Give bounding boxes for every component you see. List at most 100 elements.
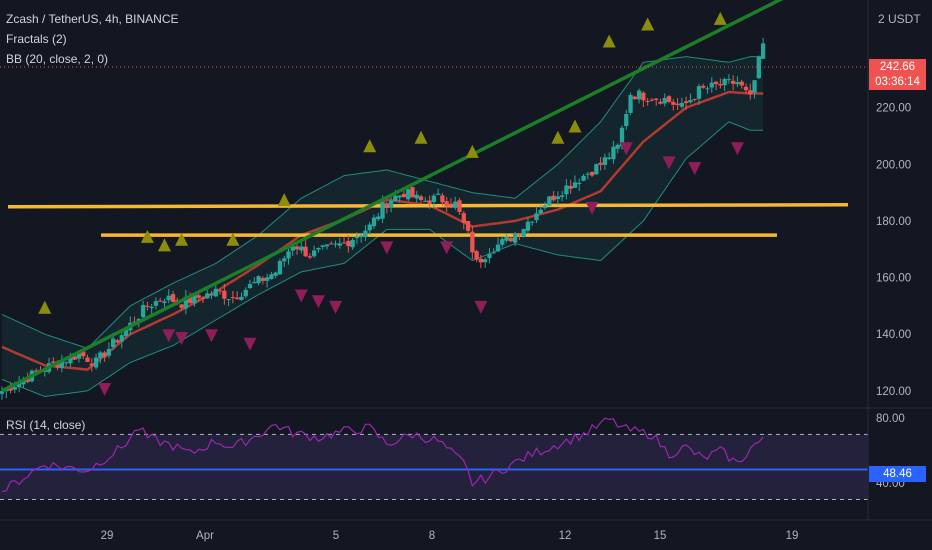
candle-body bbox=[89, 363, 94, 366]
candle-body bbox=[63, 362, 69, 364]
candle-body bbox=[256, 276, 261, 284]
currency-label[interactable]: 2 USDT bbox=[878, 12, 921, 26]
candle-body bbox=[286, 251, 291, 259]
candle-body bbox=[675, 103, 680, 106]
bar-countdown: 03:36:14 bbox=[875, 76, 920, 88]
candle-body bbox=[611, 146, 616, 160]
candle-body bbox=[487, 253, 492, 259]
candle-body bbox=[380, 202, 385, 219]
candle-body bbox=[81, 351, 86, 357]
candle-body bbox=[598, 162, 603, 165]
candle-body bbox=[474, 251, 479, 260]
candle-body bbox=[530, 221, 535, 223]
candle-body bbox=[483, 259, 488, 263]
candle-body bbox=[594, 164, 599, 175]
candle-body bbox=[748, 90, 753, 95]
fractal-down-marker bbox=[730, 142, 744, 156]
candle-body bbox=[534, 213, 539, 221]
candle-body bbox=[376, 216, 381, 220]
candle-body bbox=[316, 248, 321, 250]
time-tick-label: Apr bbox=[196, 530, 214, 542]
bb-legend[interactable]: BB (20, close, 2, 0) bbox=[6, 52, 109, 66]
fractal-up-marker bbox=[602, 34, 616, 48]
time-tick-label: 19 bbox=[786, 530, 799, 542]
candle-body bbox=[508, 237, 513, 242]
candle-body bbox=[440, 195, 445, 203]
candle-body bbox=[752, 80, 757, 93]
fractal-down-marker bbox=[688, 162, 702, 176]
price-tick-label: 180.00 bbox=[876, 216, 911, 228]
candle-body bbox=[179, 304, 184, 308]
fractal-up-marker bbox=[465, 144, 479, 158]
candle-body bbox=[555, 196, 561, 200]
symbol-legend[interactable]: Zcash / TetherUS, 4h, BINANCE bbox=[6, 12, 179, 26]
candle-body bbox=[581, 175, 586, 181]
rsi-legend[interactable]: RSI (14, close) bbox=[6, 418, 86, 432]
candle-body bbox=[93, 357, 99, 368]
candle-body bbox=[145, 305, 150, 307]
candle-body bbox=[453, 201, 458, 208]
candle-body bbox=[85, 357, 90, 362]
candle-body bbox=[333, 243, 338, 245]
candle-body bbox=[384, 203, 389, 207]
fractals-legend[interactable]: Fractals (2) bbox=[6, 32, 67, 46]
candle-body bbox=[701, 85, 706, 88]
fractal-up-marker bbox=[157, 238, 171, 252]
candle-body bbox=[393, 195, 398, 201]
candle-body bbox=[658, 101, 663, 104]
candle-body bbox=[205, 293, 210, 299]
candle-body bbox=[427, 200, 432, 204]
candle-body bbox=[654, 98, 659, 100]
fractal-down-marker bbox=[205, 329, 219, 343]
candle-body bbox=[187, 296, 193, 304]
candle-body bbox=[547, 196, 552, 206]
candle-body bbox=[465, 220, 471, 231]
rsi-line-layer bbox=[1, 417, 764, 493]
candle-body bbox=[59, 361, 65, 369]
candle-body bbox=[102, 352, 107, 358]
candle-body bbox=[559, 195, 565, 198]
horizontal-levels bbox=[7, 202, 849, 237]
candle-body bbox=[504, 236, 509, 241]
candle-body bbox=[290, 246, 295, 251]
fractal-up-marker bbox=[140, 229, 154, 243]
candle-body bbox=[209, 294, 214, 296]
candle-body bbox=[521, 229, 526, 237]
candle-body bbox=[183, 296, 189, 309]
fractal-down-marker bbox=[98, 383, 112, 397]
candle-body bbox=[76, 353, 82, 359]
candle-body bbox=[68, 355, 73, 364]
candle-body bbox=[162, 301, 167, 303]
candle-body bbox=[299, 246, 304, 251]
candle-body bbox=[247, 283, 253, 288]
candle-body bbox=[525, 221, 531, 231]
fractal-up-marker bbox=[363, 139, 377, 153]
rsi-tick-label: 80.00 bbox=[876, 413, 905, 425]
uptrend-line bbox=[1, 0, 784, 393]
candle-body bbox=[153, 301, 159, 306]
candle-body bbox=[16, 382, 22, 388]
bb-fill bbox=[2, 56, 764, 397]
candle-body bbox=[170, 294, 176, 302]
candle-body bbox=[461, 213, 466, 223]
axes: 220.00 200.00 180.00 160.00 140.00 120.00 80.0… bbox=[101, 103, 912, 542]
candle-body bbox=[743, 86, 749, 91]
fractal-up-marker bbox=[38, 300, 52, 314]
candle-body bbox=[264, 277, 270, 281]
candle-body bbox=[491, 252, 496, 254]
candle-body bbox=[132, 321, 137, 323]
candle-body bbox=[671, 101, 676, 105]
last-price-tag: 242.66 03:36:14 bbox=[869, 59, 926, 90]
candle-body bbox=[307, 256, 313, 258]
fractal-down-marker bbox=[380, 241, 394, 255]
time-tick-label: 8 bbox=[429, 530, 435, 542]
candle-body bbox=[252, 282, 257, 284]
candle-body bbox=[260, 278, 265, 281]
candle-body bbox=[679, 103, 685, 107]
candle-body bbox=[615, 144, 620, 149]
candle-body bbox=[602, 157, 608, 165]
fractal-down-marker bbox=[175, 332, 189, 346]
candle-body bbox=[551, 195, 556, 201]
candle-body bbox=[320, 245, 325, 247]
